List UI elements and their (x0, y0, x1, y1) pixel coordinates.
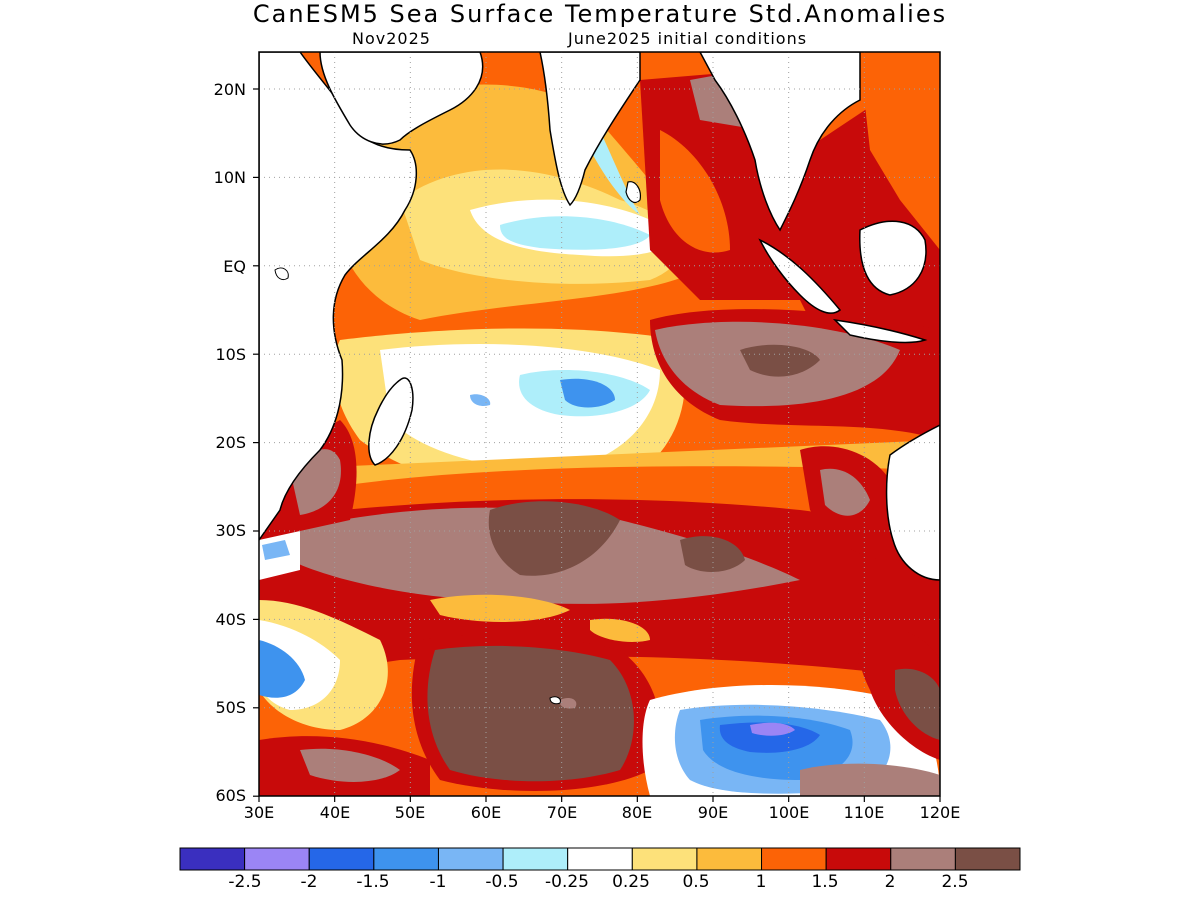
lat-label-20s: 20S (215, 433, 246, 452)
lon-label-40e: 40E (319, 803, 351, 822)
lat-label-eq: EQ (223, 257, 246, 276)
lon-label-30e: 30E (243, 803, 275, 822)
anomaly-field (259, 52, 940, 796)
map-frame (258, 51, 941, 797)
lat-label-40s: 40S (215, 610, 246, 629)
colorbar-label: -0.25 (545, 872, 589, 892)
lat-label-60s: 60S (215, 786, 246, 805)
lat-label-30s: 30S (215, 521, 246, 540)
colorbar-label: -2 (300, 872, 318, 892)
colorbar-swatch (179, 847, 246, 871)
colorbar-label: 1 (755, 872, 767, 892)
colorbar-swatch (308, 847, 375, 871)
lon-label-60e: 60E (470, 803, 502, 822)
lat-lon-grid (259, 52, 940, 796)
land-masses (259, 52, 940, 705)
lat-label-10s: 10S (215, 345, 246, 364)
colorbar-label: -1.5 (356, 872, 390, 892)
colorbar-label: 2 (884, 872, 896, 892)
lon-label-120e: 120E (919, 803, 961, 822)
colorbar-swatch (825, 847, 892, 871)
colorbar-swatch (761, 847, 827, 871)
color-legend (179, 847, 1021, 871)
colorbar-swatch (567, 847, 633, 871)
lat-label-10n: 10N (213, 168, 246, 187)
lat-label-20n: 20N (213, 80, 246, 99)
forecast-month: Nov2025 (352, 29, 431, 48)
colorbar-swatch (954, 847, 1021, 871)
colorbar-swatch (502, 847, 569, 871)
colorbar-swatch (437, 847, 504, 871)
colorbar-swatch (631, 847, 698, 871)
colorbar-label: 0.25 (612, 872, 650, 892)
lat-label-50s: 50S (215, 698, 246, 717)
colorbar-swatch (696, 847, 763, 871)
lon-label-90e: 90E (697, 803, 729, 822)
initial-conditions: June2025 initial conditions (568, 29, 808, 48)
colorbar-label: 1.5 (811, 872, 839, 892)
colorbar-swatch (244, 847, 310, 871)
colorbar-swatch (890, 847, 956, 871)
lon-label-100e: 100E (768, 803, 810, 822)
axis-ticks (253, 88, 941, 802)
colorbar-label: 2.5 (941, 872, 969, 892)
lon-label-110e: 110E (843, 803, 885, 822)
colorbar-label: -0.5 (485, 872, 519, 892)
lon-label-80e: 80E (621, 803, 653, 822)
colorbar-swatch (373, 847, 439, 871)
colorbar-label: -1 (429, 872, 447, 892)
lon-label-70e: 70E (546, 803, 578, 822)
map-title: CanESM5 Sea Surface Temperature Std.Anom… (252, 0, 948, 28)
colorbar-label: 0.5 (682, 872, 710, 892)
lon-label-50e: 50E (394, 803, 426, 822)
colorbar-label: -2.5 (228, 872, 262, 892)
